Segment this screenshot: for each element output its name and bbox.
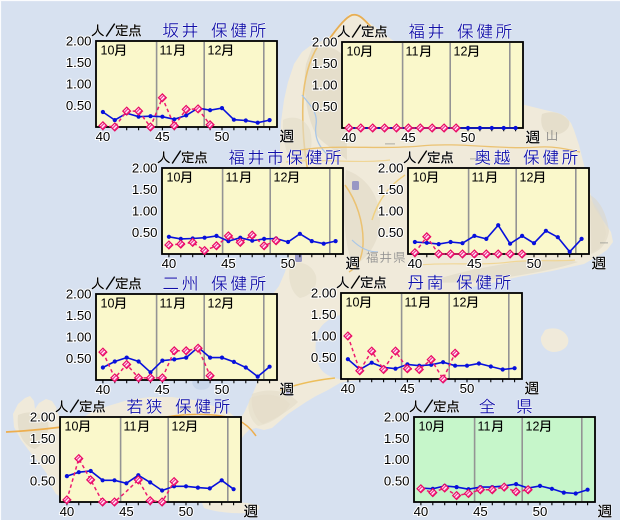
svg-text:50: 50	[281, 256, 296, 271]
svg-text:10: 10	[101, 44, 115, 58]
svg-text:1.50: 1.50	[312, 56, 338, 71]
svg-text:0.50: 0.50	[66, 98, 92, 113]
svg-text:2.00: 2.00	[378, 161, 404, 176]
svg-text:45: 45	[400, 381, 415, 396]
svg-text:40: 40	[96, 129, 111, 144]
svg-text:0.50: 0.50	[378, 225, 404, 240]
svg-text:2.00: 2.00	[132, 161, 158, 176]
svg-text:12: 12	[454, 45, 468, 59]
svg-text:10: 10	[413, 171, 427, 185]
svg-text:1.50: 1.50	[30, 431, 56, 446]
svg-text:2.00: 2.00	[312, 35, 338, 50]
svg-text:0.50: 0.50	[312, 99, 338, 114]
svg-text:2.00: 2.00	[30, 410, 56, 425]
svg-text:0.50: 0.50	[30, 473, 56, 488]
svg-text:50: 50	[461, 130, 476, 145]
svg-text:12: 12	[274, 171, 288, 185]
svg-text:45: 45	[467, 256, 482, 271]
svg-text:12: 12	[520, 171, 534, 185]
svg-text:11: 11	[160, 297, 173, 311]
svg-text:0.50: 0.50	[311, 350, 337, 365]
svg-text:12: 12	[172, 420, 186, 434]
svg-text:2.00: 2.00	[311, 286, 337, 301]
svg-text:11: 11	[226, 171, 239, 185]
svg-text:12: 12	[526, 420, 540, 434]
svg-text:10: 10	[346, 296, 360, 310]
svg-text:1.50: 1.50	[378, 182, 404, 197]
svg-text:1.50: 1.50	[384, 431, 410, 446]
svg-text:0.50: 0.50	[132, 225, 158, 240]
svg-text:1.50: 1.50	[311, 307, 337, 322]
svg-text:11: 11	[124, 420, 137, 434]
svg-text:40: 40	[414, 504, 429, 519]
svg-text:50: 50	[460, 381, 475, 396]
svg-text:2.00: 2.00	[66, 34, 92, 49]
svg-text:50: 50	[533, 504, 548, 519]
svg-text:45: 45	[155, 129, 170, 144]
svg-text:10: 10	[347, 45, 361, 59]
svg-text:0.50: 0.50	[384, 473, 410, 488]
svg-text:1.00: 1.00	[378, 204, 404, 219]
svg-text:10: 10	[65, 420, 79, 434]
svg-text:1.50: 1.50	[66, 55, 92, 70]
svg-text:50: 50	[179, 504, 194, 519]
svg-text:45: 45	[155, 382, 170, 397]
svg-text:1.00: 1.00	[66, 330, 92, 345]
svg-text:11: 11	[472, 171, 485, 185]
svg-text:1.00: 1.00	[132, 204, 158, 219]
svg-text:2.00: 2.00	[66, 287, 92, 302]
svg-text:2.00: 2.00	[384, 410, 410, 425]
svg-text:12: 12	[453, 296, 467, 310]
svg-text:12: 12	[208, 297, 222, 311]
svg-text:1.00: 1.00	[384, 452, 410, 467]
svg-text:1.00: 1.00	[66, 77, 92, 92]
svg-text:11: 11	[406, 45, 419, 59]
svg-text:10: 10	[101, 297, 115, 311]
svg-text:40: 40	[60, 504, 75, 519]
svg-text:40: 40	[162, 256, 177, 271]
svg-text:1.50: 1.50	[132, 182, 158, 197]
svg-text:45: 45	[473, 504, 488, 519]
svg-text:40: 40	[96, 382, 111, 397]
svg-text:50: 50	[215, 129, 230, 144]
svg-text:45: 45	[221, 256, 236, 271]
svg-text:1.00: 1.00	[311, 329, 337, 344]
svg-text:45: 45	[401, 130, 416, 145]
svg-text:11: 11	[405, 296, 418, 310]
svg-text:1.00: 1.00	[312, 78, 338, 93]
svg-text:50: 50	[215, 382, 230, 397]
svg-text:1.00: 1.00	[30, 452, 56, 467]
svg-text:40: 40	[408, 256, 423, 271]
svg-text:10: 10	[419, 420, 433, 434]
svg-text:50: 50	[527, 256, 542, 271]
svg-text:10: 10	[167, 171, 181, 185]
svg-text:40: 40	[341, 381, 356, 396]
svg-text:40: 40	[342, 130, 357, 145]
svg-text:11: 11	[160, 44, 173, 58]
svg-text:45: 45	[119, 504, 134, 519]
svg-text:11: 11	[478, 420, 491, 434]
svg-text:1.50: 1.50	[66, 308, 92, 323]
svg-text:12: 12	[208, 44, 222, 58]
svg-text:0.50: 0.50	[66, 351, 92, 366]
